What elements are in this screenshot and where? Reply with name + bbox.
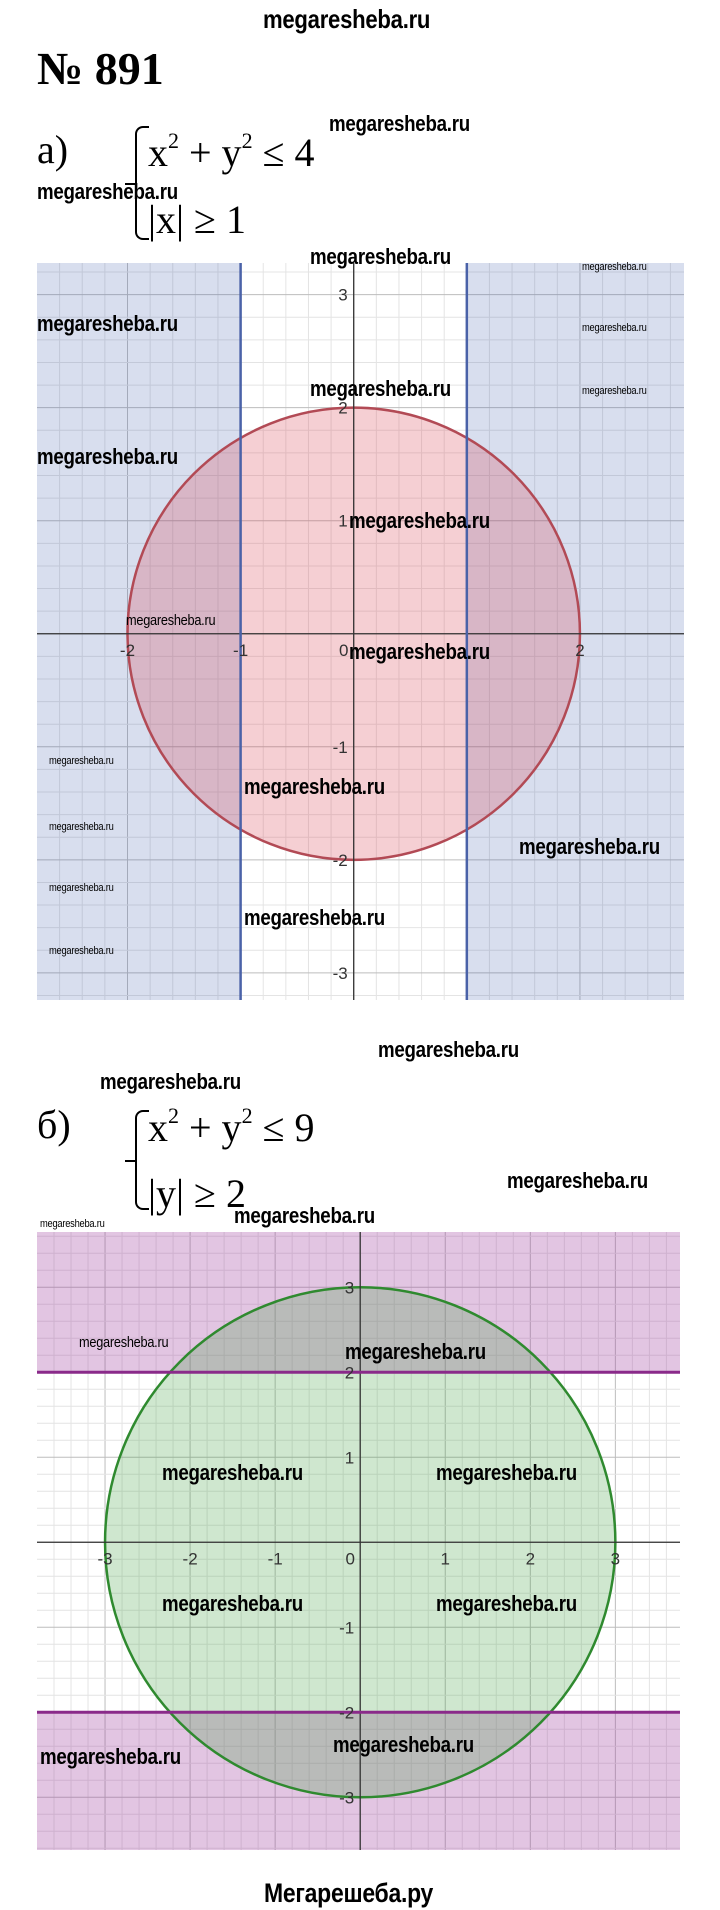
- shaded-region-left: [37, 263, 241, 1000]
- watermark: megaresheba.ru: [582, 385, 647, 397]
- watermark: megaresheba.ru: [310, 244, 451, 269]
- y-tick-label: -2: [339, 1703, 354, 1722]
- eq-exponent: 2: [168, 1103, 179, 1128]
- watermark: megaresheba.ru: [126, 612, 216, 629]
- x-tick-label: 2: [526, 1549, 535, 1568]
- watermark: megaresheba.ru: [234, 1203, 375, 1228]
- watermark: megaresheba.ru: [329, 111, 470, 136]
- watermark: megaresheba.ru: [37, 444, 178, 469]
- watermark: megaresheba.ru: [100, 1069, 241, 1094]
- eq-text: x: [148, 1105, 168, 1150]
- watermark: megaresheba.ru: [162, 1460, 303, 1485]
- x-tick-label: 1: [441, 1549, 450, 1568]
- part-a-equation-1: x2 + y2 ≤ 4: [148, 130, 315, 173]
- watermark: megaresheba.ru: [40, 1218, 105, 1230]
- watermark: megaresheba.ru: [49, 882, 114, 894]
- watermark: megaresheba.ru: [349, 639, 490, 664]
- eq-text: ≤ 9: [252, 1105, 315, 1150]
- y-tick-label: -1: [333, 738, 348, 757]
- y-tick-label: 2: [345, 1363, 354, 1382]
- part-b-label: б): [37, 1102, 71, 1147]
- graph-part-a: -2 -1 0 2 3 2 1 -1 -2 -3: [37, 263, 684, 1000]
- plot-background: [37, 1232, 680, 1850]
- header-watermark: megaresheba.ru: [263, 4, 431, 34]
- x-tick-label: -1: [268, 1549, 283, 1568]
- part-b-equation-2: |y| ≥ 2: [148, 1171, 246, 1216]
- problem-number: № 891: [37, 43, 164, 94]
- watermark: megaresheba.ru: [345, 1339, 486, 1364]
- system-brace: [125, 1110, 149, 1210]
- part-a-equation-2: |x| ≥ 1: [148, 197, 246, 242]
- watermark: megaresheba.ru: [49, 821, 114, 833]
- shaded-region-right: [466, 263, 684, 1000]
- y-tick-label: -3: [339, 1788, 354, 1807]
- y-tick-label: 1: [338, 512, 347, 531]
- x-tick-label: -1: [233, 641, 248, 660]
- watermark: megaresheba.ru: [49, 945, 114, 957]
- eq-text: ≤ 4: [252, 130, 315, 175]
- y-tick-label: -1: [339, 1618, 354, 1637]
- watermark: megaresheba.ru: [37, 311, 178, 336]
- x-tick-label: -3: [97, 1549, 112, 1568]
- x-tick-label: 3: [611, 1549, 620, 1568]
- y-tick-label: 1: [345, 1448, 354, 1467]
- watermark: megaresheba.ru: [349, 508, 490, 533]
- watermark: megaresheba.ru: [582, 261, 647, 273]
- watermark: megaresheba.ru: [507, 1168, 648, 1193]
- plot-background: [37, 263, 684, 1000]
- eq-exponent: 2: [241, 128, 253, 153]
- watermark: megaresheba.ru: [333, 1732, 474, 1757]
- eq-text: x: [148, 130, 168, 175]
- part-b-equation-1: x2 + y2 ≤ 9: [148, 1105, 315, 1148]
- watermark: megaresheba.ru: [244, 905, 385, 930]
- x-tick-label: -2: [183, 1549, 198, 1568]
- eq-text: + y: [179, 130, 242, 175]
- system-brace: [125, 126, 149, 240]
- watermark: megaresheba.ru: [79, 1334, 169, 1351]
- watermark: megaresheba.ru: [37, 179, 178, 204]
- x-tick-label: 0: [345, 1549, 354, 1568]
- graph-part-b: -3 -2 -1 0 1 2 3 3 2 1 -1 -2 -3: [37, 1232, 680, 1850]
- shaded-region-top: [37, 1232, 680, 1373]
- watermark: megaresheba.ru: [582, 322, 647, 334]
- x-tick-label: 2: [575, 641, 584, 660]
- x-tick-label: -2: [120, 641, 135, 660]
- watermark: megaresheba.ru: [49, 755, 114, 767]
- eq-exponent: 2: [241, 1103, 253, 1128]
- y-tick-label: -2: [333, 851, 348, 870]
- watermark: megaresheba.ru: [162, 1591, 303, 1616]
- watermark: megaresheba.ru: [436, 1591, 577, 1616]
- part-a-label: а): [37, 127, 69, 172]
- x-tick-label: 0: [339, 641, 348, 660]
- y-tick-label: 3: [338, 286, 347, 305]
- eq-text: + y: [179, 1105, 242, 1150]
- y-tick-label: -3: [333, 964, 348, 983]
- watermark: megaresheba.ru: [436, 1460, 577, 1485]
- watermark: megaresheba.ru: [244, 774, 385, 799]
- watermark: megaresheba.ru: [519, 834, 660, 859]
- eq-exponent: 2: [168, 128, 179, 153]
- y-tick-label: 2: [338, 399, 347, 418]
- footer-watermark: Мегарешеба.ру: [264, 1878, 434, 1908]
- watermark: megaresheba.ru: [40, 1744, 181, 1769]
- watermark: megaresheba.ru: [378, 1037, 519, 1062]
- y-tick-label: 3: [345, 1278, 354, 1297]
- watermark: megaresheba.ru: [310, 376, 451, 401]
- shaded-region-bottom: [37, 1712, 680, 1850]
